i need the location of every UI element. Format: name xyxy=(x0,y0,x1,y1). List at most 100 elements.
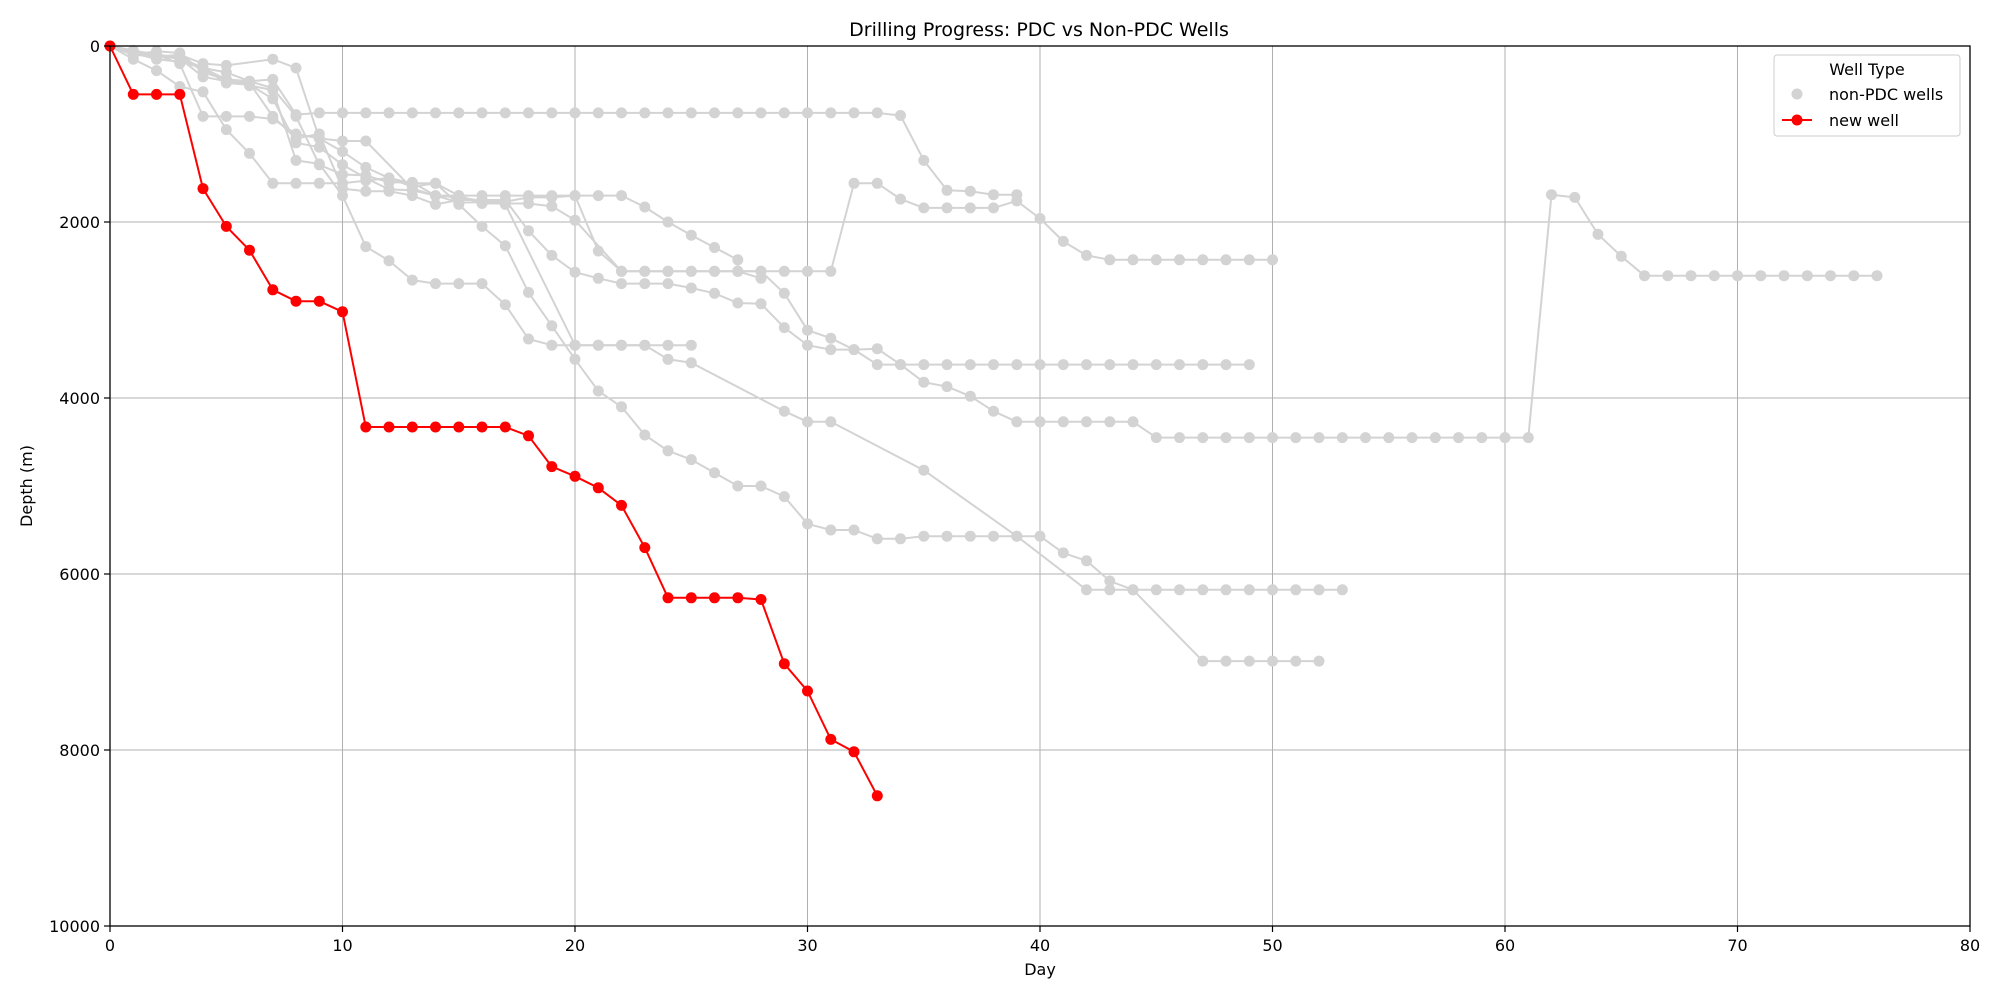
new-well-data-point xyxy=(430,421,441,433)
y-tick-label: 0 xyxy=(90,37,100,56)
non-pdc-data-point xyxy=(523,333,534,345)
non-pdc-data-point xyxy=(406,184,418,196)
non-pdc-data-point xyxy=(406,107,418,119)
non-pdc-data-point xyxy=(290,177,302,189)
non-pdc-data-point xyxy=(1732,270,1743,282)
non-pdc-data-point xyxy=(1871,270,1883,282)
non-pdc-data-point xyxy=(1243,432,1255,444)
new-well-data-point xyxy=(802,685,813,697)
non-pdc-data-point xyxy=(244,79,255,91)
new-well-data-point xyxy=(709,592,720,604)
non-pdc-data-point xyxy=(546,320,558,332)
non-pdc-data-point xyxy=(871,359,883,371)
non-pdc-data-point xyxy=(941,381,953,393)
non-pdc-data-point xyxy=(1220,584,1232,596)
non-pdc-data-point xyxy=(685,454,697,466)
non-pdc-data-point xyxy=(1174,432,1185,444)
non-pdc-data-point xyxy=(290,137,302,149)
non-pdc-data-point xyxy=(1034,213,1046,224)
non-pdc-data-point xyxy=(732,265,744,277)
non-pdc-data-point xyxy=(1801,270,1813,282)
non-pdc-data-point xyxy=(639,339,651,351)
non-pdc-data-point xyxy=(546,190,558,202)
new-well-data-point xyxy=(685,592,697,604)
non-pdc-data-point xyxy=(430,177,441,189)
non-pdc-data-point xyxy=(592,107,604,119)
non-pdc-well-line xyxy=(109,45,1877,439)
non-pdc-data-point xyxy=(918,154,930,166)
non-pdc-data-point xyxy=(430,107,441,119)
non-pdc-data-point xyxy=(662,107,674,119)
non-pdc-data-point xyxy=(1243,359,1255,371)
non-pdc-data-point xyxy=(546,249,558,261)
non-pdc-data-point xyxy=(895,110,906,121)
non-pdc-data-point xyxy=(685,357,697,369)
new-well-data-point xyxy=(499,421,511,433)
non-pdc-data-point xyxy=(127,47,139,59)
non-pdc-data-point xyxy=(755,107,767,119)
new-well-data-point xyxy=(592,482,604,494)
non-pdc-data-point xyxy=(662,278,674,290)
non-pdc-data-point xyxy=(1197,359,1209,371)
non-pdc-data-point xyxy=(988,202,999,214)
y-tick-label: 2000 xyxy=(59,213,100,232)
non-pdc-data-point xyxy=(941,530,953,542)
non-pdc-data-point xyxy=(220,124,232,136)
new-well-data-point xyxy=(151,88,162,100)
non-pdc-data-point xyxy=(1336,432,1348,444)
non-pdc-data-point xyxy=(639,278,651,290)
non-pdc-data-point xyxy=(802,339,813,351)
non-pdc-data-point xyxy=(732,254,744,266)
non-pdc-data-point xyxy=(802,416,813,428)
non-pdc-data-point xyxy=(755,298,767,310)
non-pdc-data-point xyxy=(1615,250,1627,262)
non-pdc-data-point xyxy=(360,241,372,253)
non-pdc-data-point xyxy=(1290,655,1302,667)
non-pdc-data-point xyxy=(802,324,813,336)
non-pdc-data-point xyxy=(778,107,790,119)
non-pdc-data-point xyxy=(1104,359,1116,371)
non-pdc-data-point xyxy=(871,177,883,189)
non-pdc-data-point xyxy=(709,265,720,277)
non-pdc-data-point xyxy=(802,518,813,530)
non-pdc-data-point xyxy=(1150,432,1162,444)
non-pdc-data-point xyxy=(1197,655,1209,667)
non-pdc-data-point xyxy=(360,161,372,173)
non-pdc-data-point xyxy=(197,62,209,74)
x-tick-label: 50 xyxy=(1262,936,1282,955)
non-pdc-data-point xyxy=(662,265,674,277)
non-pdc-data-point xyxy=(1057,547,1069,559)
non-pdc-data-point xyxy=(1243,254,1255,266)
non-pdc-data-point xyxy=(1034,530,1046,542)
non-pdc-data-point xyxy=(1104,416,1116,428)
non-pdc-data-point xyxy=(1081,416,1092,428)
non-pdc-data-point xyxy=(1081,584,1092,596)
non-pdc-data-point xyxy=(848,107,860,119)
non-pdc-data-point xyxy=(1453,432,1464,444)
non-pdc-data-point xyxy=(1243,584,1255,596)
non-pdc-data-point xyxy=(569,339,581,351)
x-tick-label: 60 xyxy=(1495,936,1515,955)
non-pdc-data-point xyxy=(1662,270,1674,282)
non-pdc-data-point xyxy=(825,265,837,277)
non-pdc-data-point xyxy=(197,86,209,98)
non-pdc-data-point xyxy=(1336,584,1348,596)
non-pdc-data-point xyxy=(1522,432,1534,444)
non-pdc-data-point xyxy=(871,533,883,545)
new-well-data-point xyxy=(406,421,418,433)
new-well-data-point xyxy=(267,284,279,296)
non-pdc-data-point xyxy=(825,344,837,356)
legend-label-new-well: new well xyxy=(1829,111,1899,130)
y-tick-label: 4000 xyxy=(59,389,100,408)
non-pdc-data-point xyxy=(406,176,418,188)
non-pdc-data-point xyxy=(592,339,604,351)
non-pdc-data-point xyxy=(616,265,627,277)
non-pdc-data-point xyxy=(1174,584,1185,596)
non-pdc-data-point xyxy=(1499,432,1511,444)
non-pdc-data-point xyxy=(313,177,325,189)
non-pdc-data-point xyxy=(616,190,627,202)
non-pdc-data-point xyxy=(337,146,348,158)
non-pdc-well-series xyxy=(104,40,1348,596)
new-well-data-point xyxy=(453,421,465,433)
